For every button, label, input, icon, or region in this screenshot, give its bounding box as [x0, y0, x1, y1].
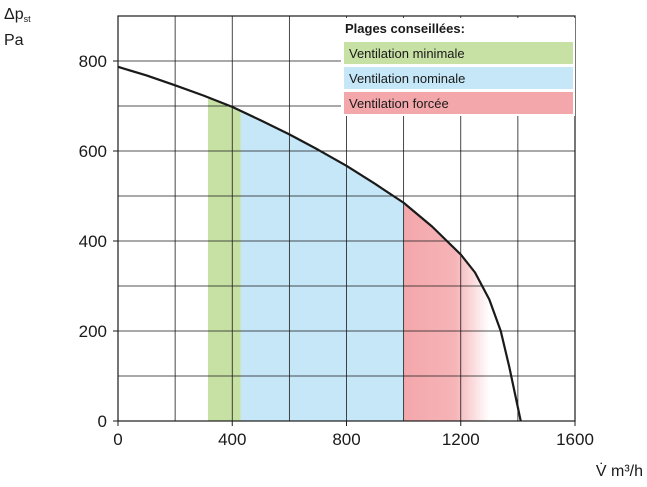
- y-tick-label: 800: [79, 52, 107, 71]
- legend-entry-label: Ventilation minimale: [349, 46, 465, 61]
- y-tick-label: 600: [79, 142, 107, 161]
- band-ventilation-forcée: [403, 202, 490, 421]
- x-tick-label: 400: [218, 430, 246, 449]
- band-ventilation-nominale: [240, 110, 404, 421]
- y-tick-label: 200: [79, 322, 107, 341]
- band-ventilation-minimale: [207, 97, 241, 421]
- legend-entry-label: Ventilation forcée: [349, 96, 449, 111]
- legend-title: Plages conseillées:: [345, 21, 465, 36]
- x-tick-label: 1600: [556, 430, 594, 449]
- x-axis-label: V̇ m³/h: [596, 462, 643, 480]
- y-axis-ticks: 0 200 400 600 800: [79, 52, 118, 431]
- legend-swatch: [344, 67, 573, 89]
- y-tick-label: 400: [79, 232, 107, 251]
- x-tick-label: 1200: [442, 430, 480, 449]
- y-axis-label-delta-p: Δpst: [4, 6, 31, 24]
- x-tick-label: 0: [113, 430, 122, 449]
- y-tick-label: 0: [98, 412, 107, 431]
- legend: Plages conseillées: Ventilation minimale…: [341, 18, 575, 116]
- x-tick-label: 800: [332, 430, 360, 449]
- legend-entry-label: Ventilation nominale: [349, 71, 465, 86]
- legend-swatch: [344, 92, 573, 114]
- y-axis-label-subscript: st: [24, 14, 32, 24]
- y-axis-label-unit: Pa: [4, 32, 24, 49]
- fan-curve-line: [117, 65, 522, 422]
- range-bands: [207, 97, 490, 421]
- legend-swatch: [344, 42, 573, 64]
- x-axis-ticks: 0 400 800 1200 1600: [113, 421, 594, 449]
